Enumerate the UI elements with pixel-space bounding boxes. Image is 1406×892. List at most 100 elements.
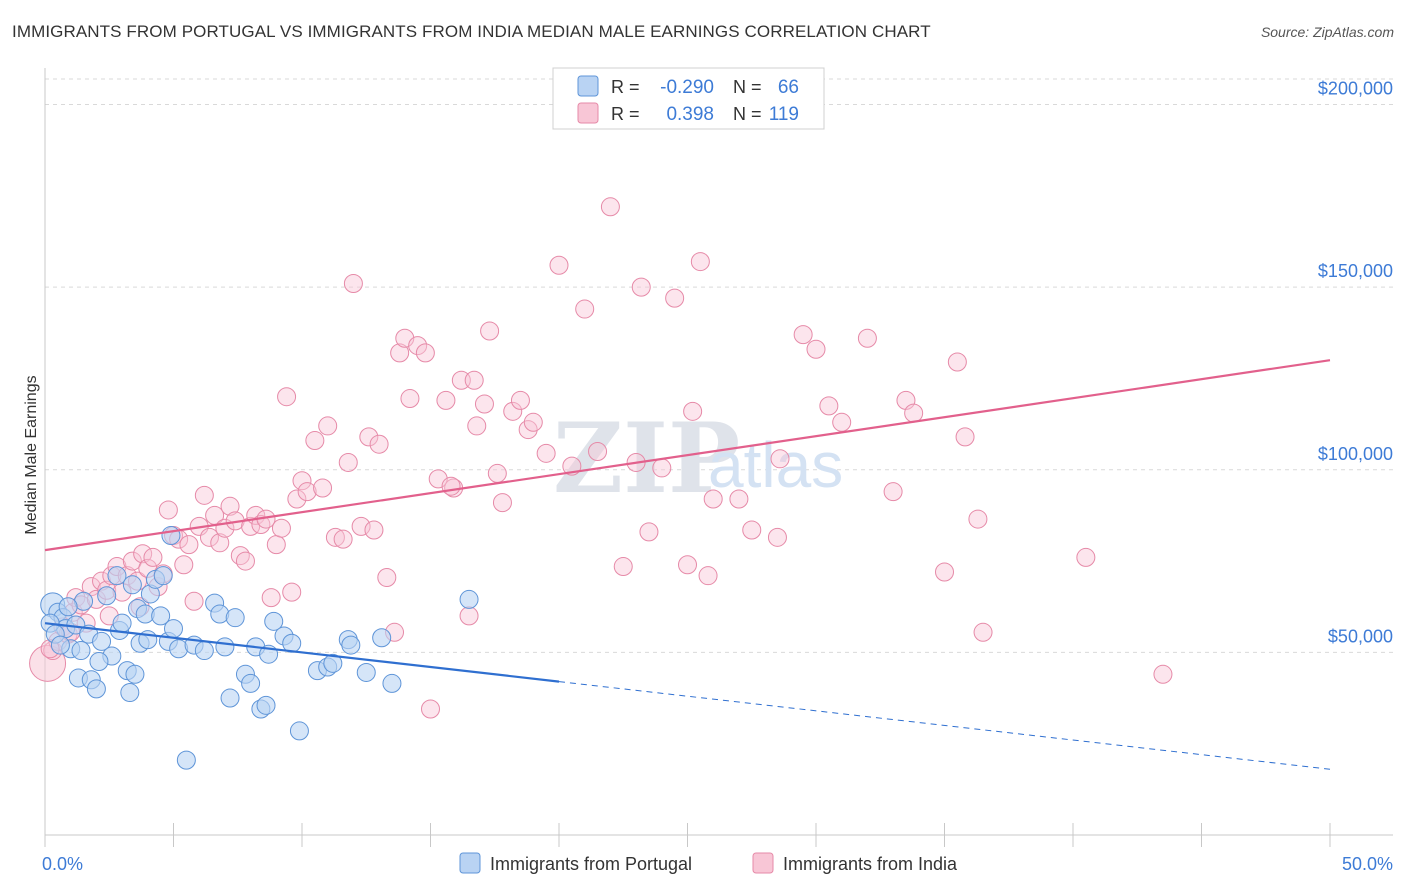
portugal-point bbox=[194, 641, 214, 661]
portugal-point bbox=[264, 611, 284, 631]
india-point bbox=[536, 443, 556, 463]
india-point bbox=[703, 489, 723, 509]
portugal-point bbox=[225, 608, 245, 628]
portugal-point bbox=[161, 526, 181, 546]
portugal-point bbox=[256, 695, 276, 715]
legend-r-value-portugal: -0.290 bbox=[660, 77, 714, 98]
portugal-point bbox=[71, 641, 91, 661]
y-tick-label: $200,000 bbox=[1318, 79, 1393, 99]
india-point bbox=[261, 588, 281, 608]
india-point bbox=[441, 476, 461, 496]
legend-n-value-portugal: 66 bbox=[778, 77, 799, 98]
india-point bbox=[390, 343, 410, 363]
india-point bbox=[770, 449, 790, 469]
series-portugal-points bbox=[40, 526, 479, 770]
portugal-trendline-extension bbox=[558, 681, 1331, 770]
series-legend-swatch-india bbox=[752, 852, 774, 874]
india-point bbox=[436, 390, 456, 410]
series-legend-label-portugal: Immigrants from Portugal bbox=[490, 854, 692, 874]
portugal-point bbox=[112, 613, 132, 633]
chart-title: IMMIGRANTS FROM PORTUGAL VS IMMIGRANTS F… bbox=[12, 22, 931, 41]
india-point bbox=[318, 416, 338, 436]
india-point bbox=[523, 412, 543, 432]
series-legend: Immigrants from Portugal Immigrants from… bbox=[459, 852, 958, 874]
india-point bbox=[690, 252, 710, 272]
india-point bbox=[575, 299, 595, 319]
india-point bbox=[369, 434, 389, 454]
india-point bbox=[883, 482, 903, 502]
india-point bbox=[474, 394, 494, 414]
india-point bbox=[665, 288, 685, 308]
portugal-point bbox=[151, 606, 171, 626]
india-point bbox=[698, 566, 718, 586]
legend-r-label-portugal: R = bbox=[611, 77, 640, 97]
india-point bbox=[333, 529, 353, 549]
india-point bbox=[904, 403, 924, 423]
y-tick-label: $150,000 bbox=[1318, 261, 1393, 281]
legend-n-value-india: 119 bbox=[769, 104, 799, 125]
portugal-point bbox=[356, 662, 376, 682]
india-point bbox=[179, 535, 199, 555]
india-point bbox=[767, 527, 787, 547]
portugal-point bbox=[153, 566, 173, 586]
y-tick-labels: $50,000 $100,000 $150,000 $200,000 bbox=[1318, 79, 1393, 647]
india-point bbox=[158, 500, 178, 520]
india-point bbox=[503, 401, 523, 421]
india-point bbox=[857, 328, 877, 348]
trendlines bbox=[44, 359, 1331, 770]
portugal-point bbox=[86, 679, 106, 699]
india-point bbox=[343, 273, 363, 293]
portugal-point bbox=[341, 635, 361, 655]
india-point bbox=[600, 197, 620, 217]
india-point bbox=[230, 546, 250, 566]
india-point bbox=[364, 520, 384, 540]
legend-n-label-india: N = bbox=[733, 104, 762, 124]
portugal-point bbox=[92, 631, 112, 651]
portugal-point bbox=[241, 673, 261, 693]
portugal-point bbox=[289, 721, 309, 741]
india-trendline bbox=[44, 359, 1331, 552]
india-point bbox=[266, 535, 286, 555]
india-point bbox=[819, 396, 839, 416]
india-point bbox=[678, 555, 697, 575]
india-point bbox=[133, 544, 153, 564]
india-point bbox=[1076, 547, 1096, 567]
legend-r-value-india: 0.398 bbox=[666, 104, 714, 125]
india-point bbox=[973, 622, 993, 642]
india-point bbox=[251, 515, 271, 535]
portugal-trendline bbox=[44, 622, 560, 683]
india-point bbox=[199, 527, 219, 547]
india-point bbox=[305, 431, 325, 451]
india-point bbox=[480, 321, 500, 341]
legend-swatch-india bbox=[577, 102, 599, 124]
india-point bbox=[947, 352, 967, 372]
india-point bbox=[194, 485, 214, 505]
india-point bbox=[184, 591, 204, 611]
india-point bbox=[955, 427, 975, 447]
axes bbox=[44, 68, 1393, 836]
india-point bbox=[631, 277, 651, 297]
legend-swatch-portugal bbox=[577, 75, 599, 97]
india-point bbox=[968, 509, 988, 529]
portugal-point bbox=[120, 683, 140, 703]
watermark-atlas: atlas bbox=[708, 429, 843, 501]
portugal-point bbox=[176, 750, 196, 770]
india-point bbox=[81, 577, 101, 597]
india-point bbox=[282, 582, 302, 602]
india-point bbox=[210, 533, 230, 553]
india-point bbox=[492, 493, 512, 513]
india-point bbox=[220, 496, 240, 516]
india-point bbox=[351, 516, 371, 536]
india-point bbox=[652, 458, 672, 478]
india-point bbox=[277, 387, 297, 407]
portugal-point bbox=[323, 653, 343, 673]
portugal-point bbox=[107, 566, 127, 586]
legend-r-label-india: R = bbox=[611, 104, 640, 124]
india-point bbox=[588, 442, 608, 461]
x-tick-label-max: 50.0% bbox=[1342, 854, 1393, 874]
portugal-point bbox=[89, 652, 109, 672]
portugal-point bbox=[164, 619, 183, 639]
portugal-point bbox=[58, 597, 78, 617]
portugal-point bbox=[97, 586, 117, 606]
series-legend-label-india: Immigrants from India bbox=[783, 854, 958, 874]
